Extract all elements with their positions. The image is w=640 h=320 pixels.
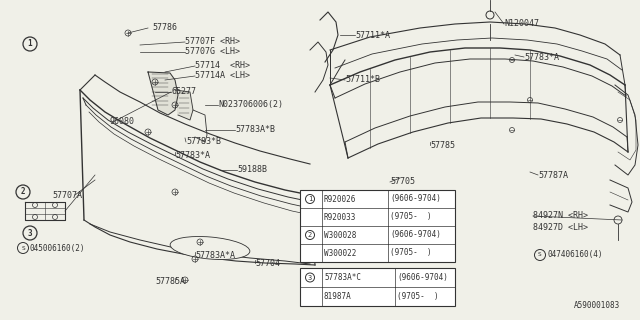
Text: 57787A: 57787A bbox=[538, 171, 568, 180]
Polygon shape bbox=[148, 72, 178, 115]
Text: 57783*A: 57783*A bbox=[175, 150, 210, 159]
Text: 3: 3 bbox=[308, 275, 312, 281]
Text: 57783A*C: 57783A*C bbox=[324, 273, 361, 282]
Text: N023706006(2): N023706006(2) bbox=[218, 100, 283, 109]
Text: (9705-  ): (9705- ) bbox=[390, 249, 431, 258]
Text: 2: 2 bbox=[308, 232, 312, 238]
Polygon shape bbox=[175, 90, 193, 120]
Text: 045006160(2): 045006160(2) bbox=[30, 244, 86, 252]
Text: 57714A <LH>: 57714A <LH> bbox=[195, 71, 250, 81]
Text: R920033: R920033 bbox=[324, 212, 356, 221]
Text: W300022: W300022 bbox=[324, 249, 356, 258]
Ellipse shape bbox=[170, 236, 250, 260]
Text: 3: 3 bbox=[28, 228, 32, 237]
Text: 57707G <LH>: 57707G <LH> bbox=[185, 47, 240, 57]
Text: 57707F <RH>: 57707F <RH> bbox=[185, 37, 240, 46]
Text: 2: 2 bbox=[20, 188, 26, 196]
Text: (9705-  ): (9705- ) bbox=[390, 212, 431, 221]
Text: 57711*B: 57711*B bbox=[345, 76, 380, 84]
Text: 57705: 57705 bbox=[390, 178, 415, 187]
Text: 57785: 57785 bbox=[430, 140, 455, 149]
Text: 57714  <RH>: 57714 <RH> bbox=[195, 61, 250, 70]
Text: 84927D <LH>: 84927D <LH> bbox=[533, 222, 588, 231]
Text: 1: 1 bbox=[28, 39, 32, 49]
Text: 57704: 57704 bbox=[255, 259, 280, 268]
Text: (9705-  ): (9705- ) bbox=[397, 292, 438, 301]
Text: R920026: R920026 bbox=[324, 195, 356, 204]
Text: 81987A: 81987A bbox=[324, 292, 352, 301]
Text: (9606-9704): (9606-9704) bbox=[390, 195, 441, 204]
Text: W300028: W300028 bbox=[324, 230, 356, 239]
Text: 65277: 65277 bbox=[171, 87, 196, 97]
Text: 1: 1 bbox=[308, 196, 312, 202]
Bar bbox=[300, 190, 455, 262]
Text: 57783*B: 57783*B bbox=[186, 138, 221, 147]
Text: S: S bbox=[538, 252, 542, 258]
Text: A590001083: A590001083 bbox=[573, 301, 620, 310]
Text: 57711*A: 57711*A bbox=[355, 30, 390, 39]
Text: 57786: 57786 bbox=[152, 23, 177, 33]
Bar bbox=[300, 268, 455, 306]
Text: (9606-9704): (9606-9704) bbox=[397, 273, 448, 282]
Text: S: S bbox=[21, 245, 25, 251]
Text: 57785A: 57785A bbox=[155, 277, 185, 286]
Text: 57783*A: 57783*A bbox=[524, 52, 559, 61]
Text: 57783A*A: 57783A*A bbox=[195, 251, 235, 260]
Text: 59188B: 59188B bbox=[237, 165, 267, 174]
Text: N120047: N120047 bbox=[504, 20, 539, 28]
Text: 57783A*B: 57783A*B bbox=[235, 125, 275, 134]
Text: 84927N <RH>: 84927N <RH> bbox=[533, 212, 588, 220]
Text: 96080: 96080 bbox=[109, 117, 134, 126]
Text: 57707A: 57707A bbox=[52, 190, 82, 199]
Text: (9606-9704): (9606-9704) bbox=[390, 230, 441, 239]
Text: 047406160(4): 047406160(4) bbox=[547, 251, 602, 260]
